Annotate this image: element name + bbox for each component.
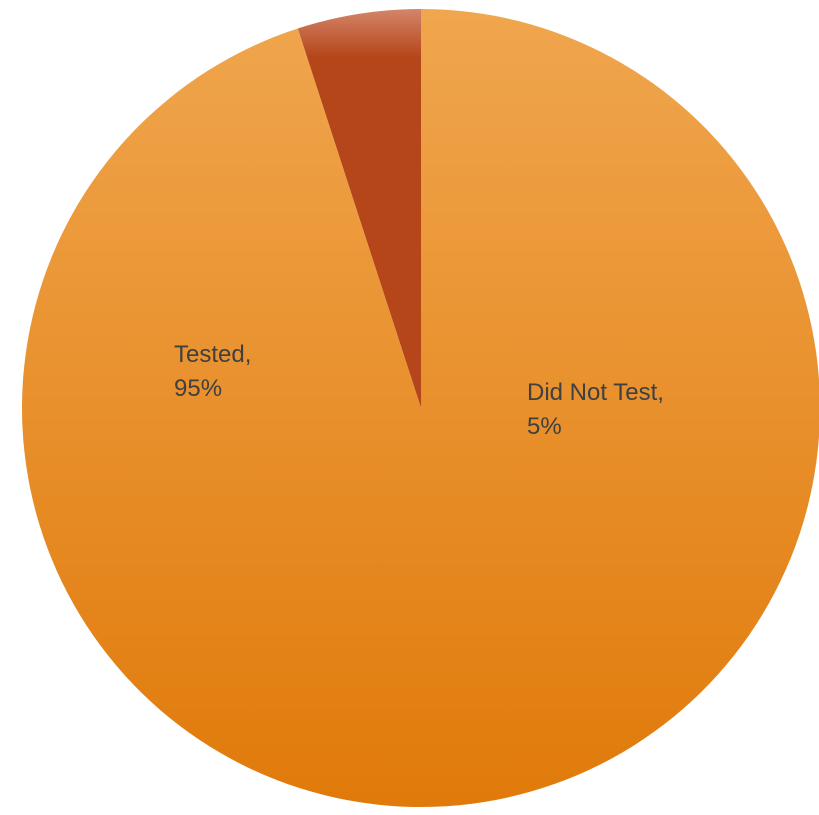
pie-slice-tested	[22, 9, 819, 807]
slice-label-did-not-test-name: Did Not Test,	[527, 379, 664, 406]
slice-label-tested: Tested, 95%	[174, 341, 258, 402]
slice-label-did-not-test: Did Not Test, 5%	[527, 379, 671, 440]
pie-slice-did-not-test	[297, 9, 421, 408]
slice-label-tested-percent: 95%	[174, 375, 222, 402]
slice-label-tested-name: Tested,	[174, 341, 251, 368]
slice-label-did-not-test-percent: 5%	[527, 413, 562, 440]
pie-slices	[22, 9, 819, 807]
